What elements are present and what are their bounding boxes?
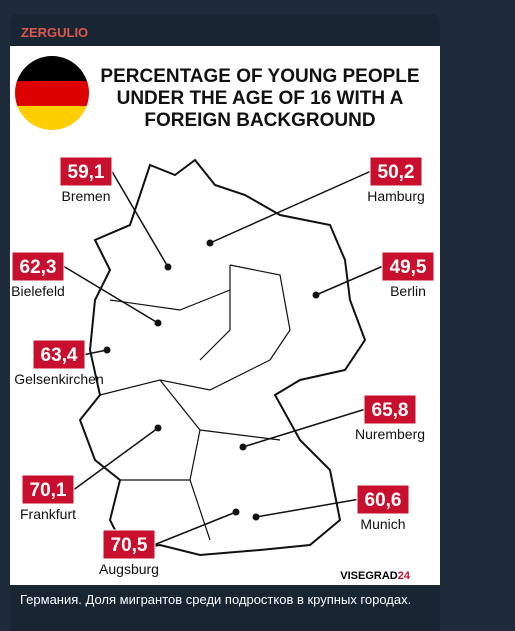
cities: 59,1 Bremen 50,2 Hamburg 62,3 Bielefeld 49,5 Be… — [11, 156, 435, 577]
city-name: Gelsenkirchen — [14, 371, 104, 387]
title-line: PERCENTAGE OF YOUNG PEOPLE — [100, 66, 419, 87]
value-box — [381, 251, 435, 282]
source-name: VISEGRAD — [340, 570, 398, 582]
city-name: Hamburg — [367, 188, 425, 204]
caption: Германия. Доля мигрантов среди подростко… — [20, 592, 412, 607]
city-dot — [154, 424, 162, 432]
value-box — [369, 156, 423, 187]
value-box — [59, 156, 113, 187]
pointer-line — [242, 408, 365, 448]
title-line: UNDER THE AGE OF 16 WITH A — [117, 88, 404, 109]
city-value: 60,6 — [365, 490, 402, 511]
city-value: 49,5 — [390, 257, 427, 278]
city-dot — [239, 443, 247, 451]
value-box — [21, 474, 75, 505]
source: VISEGRAD24 — [340, 570, 411, 582]
city-name: Bremen — [61, 188, 110, 204]
message-bubble: ZERGULIO PERCENTAGE OF YOUNG PEOPLE UNDER… — [10, 14, 440, 631]
city-name: Frankfurt — [20, 506, 76, 522]
pointer-line — [154, 511, 237, 546]
value-box — [11, 251, 65, 282]
city-dot — [232, 508, 240, 516]
pointer-line — [73, 427, 159, 491]
city-name: Munich — [360, 516, 405, 532]
city-value: 59,1 — [68, 162, 105, 183]
city-name: Bielefeld — [11, 283, 65, 299]
city-value: 63,4 — [41, 345, 78, 366]
city-name: Berlin — [390, 283, 426, 299]
pointer-line — [255, 498, 358, 518]
pointer-line — [315, 265, 383, 296]
city-dot — [312, 291, 320, 299]
city-dot — [154, 319, 162, 327]
city-dot — [103, 346, 111, 354]
city-value: 62,3 — [20, 257, 57, 278]
city-name: Nuremberg — [355, 426, 425, 442]
state-borders — [99, 264, 291, 541]
city-value: 70,1 — [30, 480, 67, 501]
city-value: 50,2 — [378, 162, 415, 183]
value-box — [363, 394, 417, 425]
value-box — [356, 484, 410, 515]
map-outline — [78, 158, 367, 557]
title-line: FOREIGN BACKGROUND — [144, 110, 375, 131]
value-box — [32, 339, 86, 370]
city-dot — [164, 263, 172, 271]
pointer-line — [84, 349, 108, 356]
pointer-line — [209, 170, 371, 244]
pointer-line — [111, 171, 169, 268]
channel-name[interactable]: ZERGULIO — [21, 25, 89, 40]
source-suffix: 24 — [398, 570, 411, 582]
city-value: 70,5 — [111, 535, 148, 556]
pointer-line — [63, 265, 159, 324]
value-box — [102, 529, 156, 560]
city-name: Augsburg — [99, 561, 159, 577]
city-value: 65,8 — [372, 400, 409, 421]
city-dot — [252, 513, 260, 521]
city-dot — [206, 239, 214, 247]
